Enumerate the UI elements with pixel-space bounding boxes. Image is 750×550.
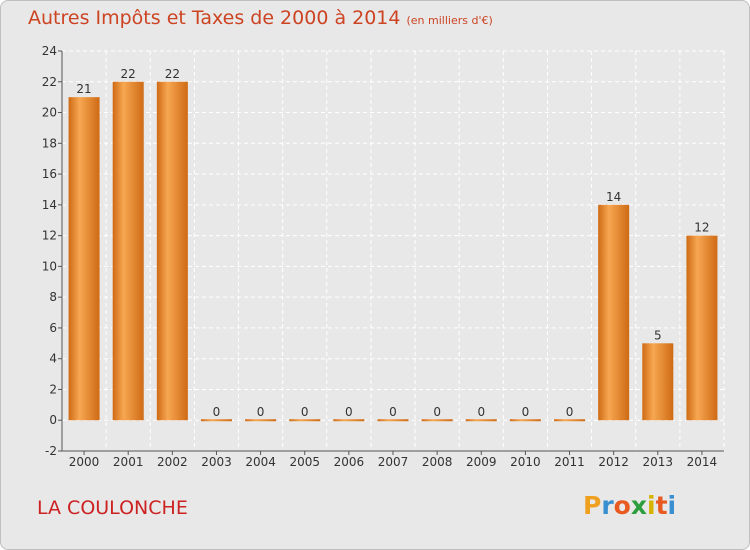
data-label: 12 [694,221,709,235]
x-tick-label: 2009 [466,455,497,469]
y-tick-label: 20 [42,106,57,120]
x-tick-label: 2012 [598,455,629,469]
data-label: 22 [121,67,136,81]
y-tick-label: 8 [49,290,57,304]
logo-letter: t [655,491,668,520]
x-tick-label: 2000 [69,455,100,469]
bar [598,204,630,421]
x-tick-label: 2011 [554,455,585,469]
commune-name: LA COULONCHE [37,497,188,519]
y-tick-label: 6 [49,321,57,335]
data-label: 0 [257,405,265,419]
logo-letter: o [613,491,631,520]
bar [200,419,232,422]
logo-letter: i [647,491,656,520]
y-tick-label: 0 [49,413,57,427]
logo-letter: i [667,491,677,520]
data-label: 0 [522,405,530,419]
bar [112,81,144,421]
x-tick-label: 2003 [201,455,232,469]
chart-title-text: Autres Impôts et Taxes de 2000 à 2014 [28,7,401,29]
data-label: 0 [477,405,485,419]
bar [421,419,453,422]
bar [289,419,321,422]
y-tick-label: -2 [45,444,57,458]
x-tick-label: 2010 [510,455,541,469]
data-label: 21 [76,82,91,96]
bar [642,343,674,421]
logo-letter: r [601,491,614,520]
chart-subtitle: (en milliers d'€) [406,14,493,27]
x-tick-label: 2008 [422,455,453,469]
data-label: 0 [433,405,441,419]
y-tick-label: 4 [49,352,57,366]
chart-title: Autres Impôts et Taxes de 2000 à 2014 (en… [28,7,493,29]
data-label: 0 [389,405,397,419]
logo-letter: x [630,491,647,520]
y-tick-label: 18 [42,136,57,150]
bar [333,419,365,422]
x-tick-label: 2002 [157,455,188,469]
x-tick-label: 2005 [289,455,320,469]
y-tick-label: 22 [42,75,57,89]
y-tick-label: 16 [42,167,57,181]
bar [509,419,541,422]
data-label: 0 [213,405,221,419]
data-label: 5 [654,328,662,342]
y-tick-label: 10 [42,259,57,273]
bar [554,419,586,422]
x-tick-label: 2004 [245,455,276,469]
data-label: 14 [606,190,621,204]
logo-letter: P [583,491,602,520]
y-tick-label: 14 [42,198,57,212]
x-tick-label: 2007 [378,455,409,469]
y-tick-label: 2 [49,382,57,396]
proxiti-logo: Proxiti [583,491,676,520]
bar [686,235,718,421]
data-label: 0 [566,405,574,419]
data-label: 0 [301,405,309,419]
x-tick-label: 2014 [687,455,718,469]
bar [245,419,277,422]
y-tick-label: 12 [42,229,57,243]
x-tick-label: 2006 [334,455,365,469]
x-tick-label: 2013 [643,455,674,469]
data-label: 0 [345,405,353,419]
bar [465,419,497,422]
bar [156,81,188,421]
x-tick-label: 2001 [113,455,144,469]
y-tick-label: 24 [42,44,57,58]
bar [377,419,409,422]
bar [68,97,100,421]
data-label: 22 [165,67,180,81]
